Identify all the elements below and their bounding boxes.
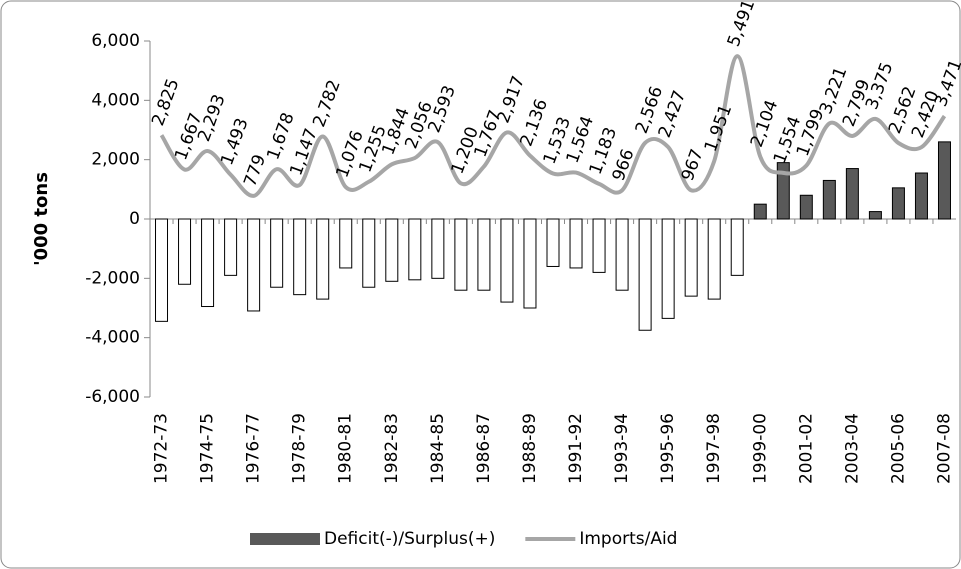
x-tick-label: 2007-08 xyxy=(934,413,954,484)
bar xyxy=(247,218,261,312)
bar xyxy=(178,218,192,285)
bar xyxy=(224,218,238,276)
bar xyxy=(753,203,767,220)
x-tick-label: 2003-04 xyxy=(842,413,862,484)
bar xyxy=(500,218,514,303)
bar xyxy=(707,218,721,300)
y-tick-label: -6,000 xyxy=(85,387,140,407)
y-tick-label: -2,000 xyxy=(85,268,140,288)
bar xyxy=(661,218,675,319)
bar xyxy=(385,218,399,282)
bar xyxy=(891,187,905,220)
bar xyxy=(868,211,882,220)
x-tick-label: 1980-81 xyxy=(336,413,356,484)
bar xyxy=(592,218,606,273)
bar xyxy=(615,218,629,291)
bar xyxy=(201,218,215,308)
bar xyxy=(408,218,422,281)
x-tick-label: 1993-94 xyxy=(612,413,632,484)
x-tick-label: 1978-79 xyxy=(290,413,310,484)
y-tick-label: 6,000 xyxy=(91,31,140,51)
bar xyxy=(546,218,560,267)
x-tick-label: 1982-83 xyxy=(382,413,402,484)
y-axis-title: '000 tons xyxy=(31,172,52,266)
bar xyxy=(454,218,468,291)
bar xyxy=(914,172,928,220)
bar xyxy=(270,218,284,288)
x-tick-label: 1999-00 xyxy=(750,413,770,484)
x-tick-label: 1986-87 xyxy=(474,413,494,484)
bar xyxy=(362,218,376,288)
bar xyxy=(293,218,307,296)
bar xyxy=(776,162,790,220)
bar xyxy=(845,168,859,220)
bar xyxy=(477,218,491,291)
bar xyxy=(822,179,836,220)
x-tick-label: 1997-98 xyxy=(704,413,724,484)
y-tick-label: 2,000 xyxy=(91,150,140,170)
bar xyxy=(316,218,330,300)
line xyxy=(159,54,947,198)
x-tick-label: 1984-85 xyxy=(428,413,448,484)
bar xyxy=(937,141,951,220)
x-tick-label: 1976-77 xyxy=(244,413,264,484)
y-tick-label: 0 xyxy=(129,209,140,229)
bar xyxy=(638,218,652,331)
x-tick-label: 1995-96 xyxy=(658,413,678,484)
x-tick-label: 1974-75 xyxy=(198,413,218,484)
y-tick-label: -4,000 xyxy=(85,328,140,348)
x-tick-label: 2005-06 xyxy=(888,413,908,484)
y-tick-label: 4,000 xyxy=(91,90,140,110)
bar xyxy=(569,218,583,269)
bar xyxy=(523,218,537,309)
legend-label: Imports/Aid xyxy=(579,529,677,549)
bar xyxy=(799,194,813,220)
legend-label: Deficit(-)/Surplus(+) xyxy=(324,529,495,549)
bar xyxy=(684,218,698,297)
bar xyxy=(155,218,169,322)
x-tick-label: 1972-73 xyxy=(152,413,172,484)
legend-swatch xyxy=(250,533,320,545)
bar xyxy=(339,218,353,269)
bar xyxy=(730,218,744,276)
x-tick-label: 1988-89 xyxy=(520,413,540,484)
x-tick-label: 2001-02 xyxy=(796,413,816,484)
x-tick-label: 1991-92 xyxy=(566,413,586,484)
bar xyxy=(431,218,445,279)
